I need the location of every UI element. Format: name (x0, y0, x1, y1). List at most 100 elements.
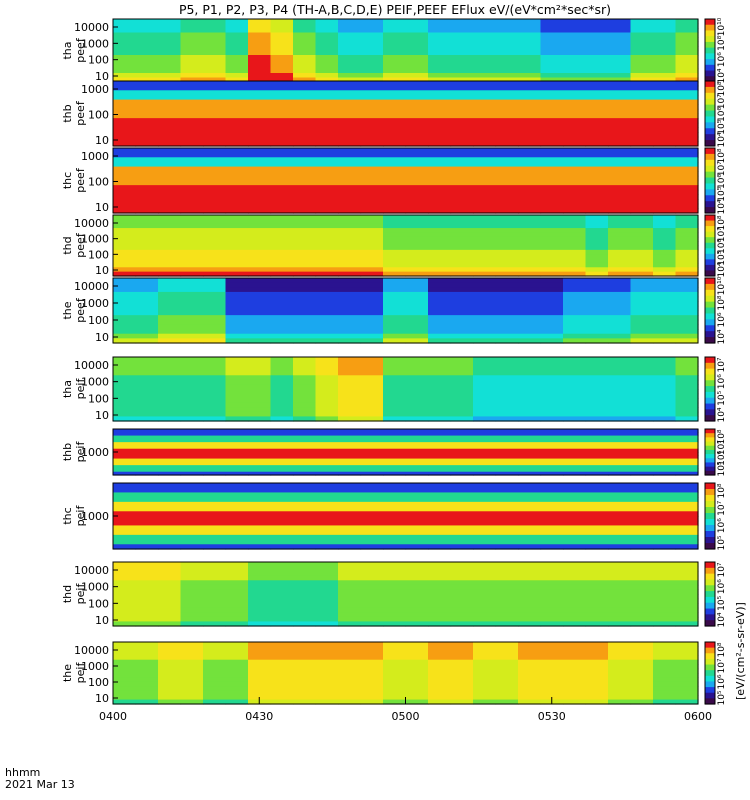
spectrogram-cell (518, 55, 542, 61)
spectrogram-cell (473, 562, 497, 568)
colorbar-segment (705, 458, 715, 461)
spectrogram-cell (338, 241, 362, 247)
spectrogram-cell (315, 530, 339, 536)
spectrogram-cell (428, 366, 452, 372)
spectrogram-cell (338, 673, 362, 679)
spectrogram-cell (360, 28, 384, 34)
spectrogram-cell (450, 402, 474, 408)
spectrogram-cell (113, 530, 137, 536)
spectrogram-cell (450, 435, 474, 440)
spectrogram-cell (563, 398, 587, 404)
spectrogram-cell (225, 607, 249, 613)
spectrogram-cell (405, 64, 429, 70)
spectrogram-cell (653, 562, 677, 568)
spectrogram-cell (495, 55, 519, 61)
spectrogram-cell (450, 301, 474, 307)
spectrogram-cell (405, 185, 429, 191)
spectrogram-cell (293, 104, 317, 110)
spectrogram-cell (450, 416, 474, 422)
spectrogram-cell (585, 673, 609, 679)
spectrogram-cell (113, 287, 137, 293)
spectrogram-cell (293, 324, 317, 330)
spectrogram-cell (518, 23, 542, 29)
spectrogram-cell (158, 598, 182, 604)
spectrogram-cell (563, 511, 587, 517)
spectrogram-cell (248, 668, 272, 674)
spectrogram-cell (540, 236, 564, 242)
spectrogram-cell (338, 185, 362, 191)
spectrogram-cell (653, 132, 677, 138)
spectrogram-cell (360, 520, 384, 527)
spectrogram-cell (630, 452, 654, 456)
spectrogram-cell (135, 85, 159, 91)
spectrogram-cell (113, 324, 137, 330)
spectrogram-cell (405, 85, 429, 91)
spectrogram-cell (113, 655, 137, 661)
spectrogram-cell (675, 127, 699, 133)
spectrogram-cell (135, 219, 159, 225)
spectrogram-cell (675, 448, 699, 453)
spectrogram-cell (608, 287, 632, 293)
spectrogram-cell (225, 228, 249, 234)
spectrogram-cell (495, 219, 519, 225)
spectrogram-cell (315, 141, 339, 147)
spectrogram-cell (315, 407, 339, 413)
spectrogram-cell (585, 575, 609, 581)
spectrogram-cell (495, 19, 519, 25)
spectrogram-cell (360, 571, 384, 577)
spectrogram-cell (405, 59, 429, 65)
spectrogram-cell (518, 501, 542, 508)
spectrogram-cell (135, 370, 159, 376)
colorbar-segment (705, 295, 715, 300)
spectrogram-cell (203, 59, 227, 65)
spectrogram-cell (675, 99, 699, 105)
spectrogram-cell (248, 296, 272, 302)
spectrogram-cell (383, 282, 407, 288)
colorbar-segment (705, 531, 715, 535)
spectrogram-cell (383, 241, 407, 247)
spectrogram-cell (630, 59, 654, 65)
panel-label-quantity: peef (74, 100, 87, 126)
spectrogram-cell (675, 77, 699, 83)
spectrogram-cell (450, 445, 474, 450)
spectrogram-cell (450, 525, 474, 531)
spectrogram-cell (248, 435, 272, 440)
spectrogram-cell (563, 122, 587, 129)
spectrogram-cell (428, 612, 452, 618)
spectrogram-cell (608, 699, 632, 705)
spectrogram-cell (135, 104, 159, 110)
spectrogram-cell (563, 141, 587, 147)
spectrogram-cell (540, 589, 564, 595)
spectrogram-cell (608, 296, 632, 302)
spectrogram-cell (113, 236, 137, 242)
spectrogram-cell (473, 262, 497, 268)
colorbar-tick-label: 10⁵ (717, 535, 727, 550)
spectrogram-cell (135, 329, 159, 335)
spectrogram-cell (518, 492, 542, 498)
spectrogram-cell (113, 584, 137, 591)
spectrogram-cell (428, 416, 452, 422)
spectrogram-cell (158, 452, 182, 456)
spectrogram-cell (113, 594, 137, 600)
spectrogram-cell (653, 113, 677, 119)
spectrogram-cell (608, 23, 632, 29)
spectrogram-cell (495, 194, 519, 200)
spectrogram-cell (518, 375, 542, 381)
spectrogram-cell (630, 584, 654, 591)
spectrogram-cell (540, 333, 564, 339)
spectrogram-cell (315, 402, 339, 408)
spectrogram-cell (338, 411, 362, 418)
spectrogram-cell (338, 333, 362, 339)
spectrogram-cell (473, 487, 497, 494)
spectrogram-cell (518, 236, 542, 242)
spectrogram-cell (473, 324, 497, 330)
spectrogram-cell (428, 85, 452, 91)
spectrogram-cell (428, 492, 452, 498)
spectrogram-cell (473, 19, 497, 25)
spectrogram-cell (585, 113, 609, 119)
spectrogram-cell (225, 104, 249, 110)
spectrogram-cell (630, 19, 654, 25)
spectrogram-cell (630, 695, 654, 701)
spectrogram-cell (293, 673, 317, 679)
spectrogram-cell (495, 452, 519, 456)
